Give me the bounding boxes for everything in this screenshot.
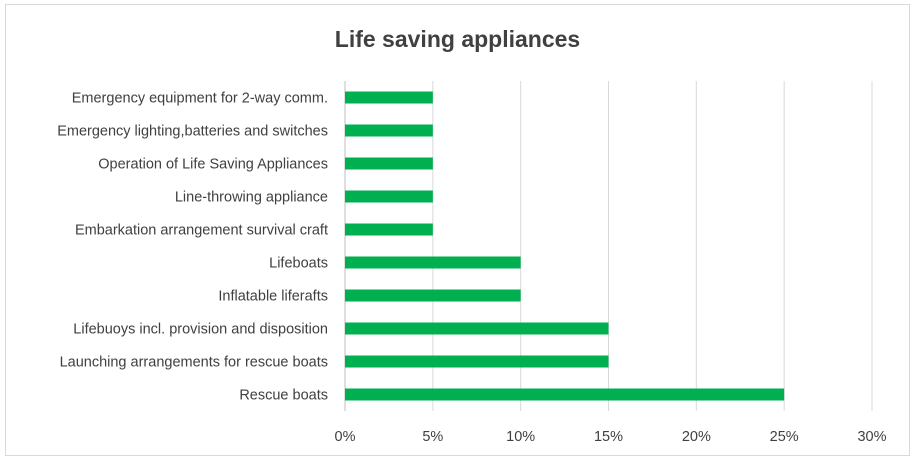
chart-title: Life saving appliances xyxy=(334,26,581,52)
category-label: Rescue boats xyxy=(239,388,328,404)
category-label: Embarkation arrangement survival craft xyxy=(75,223,328,239)
bar xyxy=(345,388,785,401)
bars xyxy=(345,91,785,401)
category-label: Emergency lighting,batteries and switche… xyxy=(57,124,328,140)
bar xyxy=(345,223,433,236)
category-label: Lifebuoys incl. provision and dispositio… xyxy=(73,322,328,338)
bar xyxy=(345,322,609,335)
x-tick-label: 25% xyxy=(770,429,799,445)
x-tick-labels: 0% 5% 10% 15% 20% 25% 30% xyxy=(335,429,887,445)
x-tick-label: 30% xyxy=(857,429,886,445)
x-tick-label: 20% xyxy=(682,429,711,445)
x-tick-label: 0% xyxy=(335,429,356,445)
category-label: Inflatable liferafts xyxy=(218,289,328,305)
x-tick-label: 5% xyxy=(422,429,443,445)
x-tick-label: 10% xyxy=(506,429,535,445)
category-label: Emergency equipment for 2-way comm. xyxy=(72,91,328,107)
bar xyxy=(345,157,433,170)
bar xyxy=(345,289,521,302)
bar xyxy=(345,190,433,203)
category-label: Line-throwing appliance xyxy=(175,190,328,206)
category-label: Lifeboats xyxy=(269,256,328,272)
bar xyxy=(345,124,433,137)
category-labels: Emergency equipment for 2-way comm. Emerg… xyxy=(57,91,328,404)
chart-area xyxy=(5,4,910,456)
category-label: Launching arrangements for rescue boats xyxy=(60,355,328,371)
category-label: Operation of Life Saving Appliances xyxy=(98,157,328,173)
x-tick-label: 15% xyxy=(594,429,623,445)
bar xyxy=(345,355,609,368)
bar xyxy=(345,256,521,269)
bar xyxy=(345,91,433,104)
